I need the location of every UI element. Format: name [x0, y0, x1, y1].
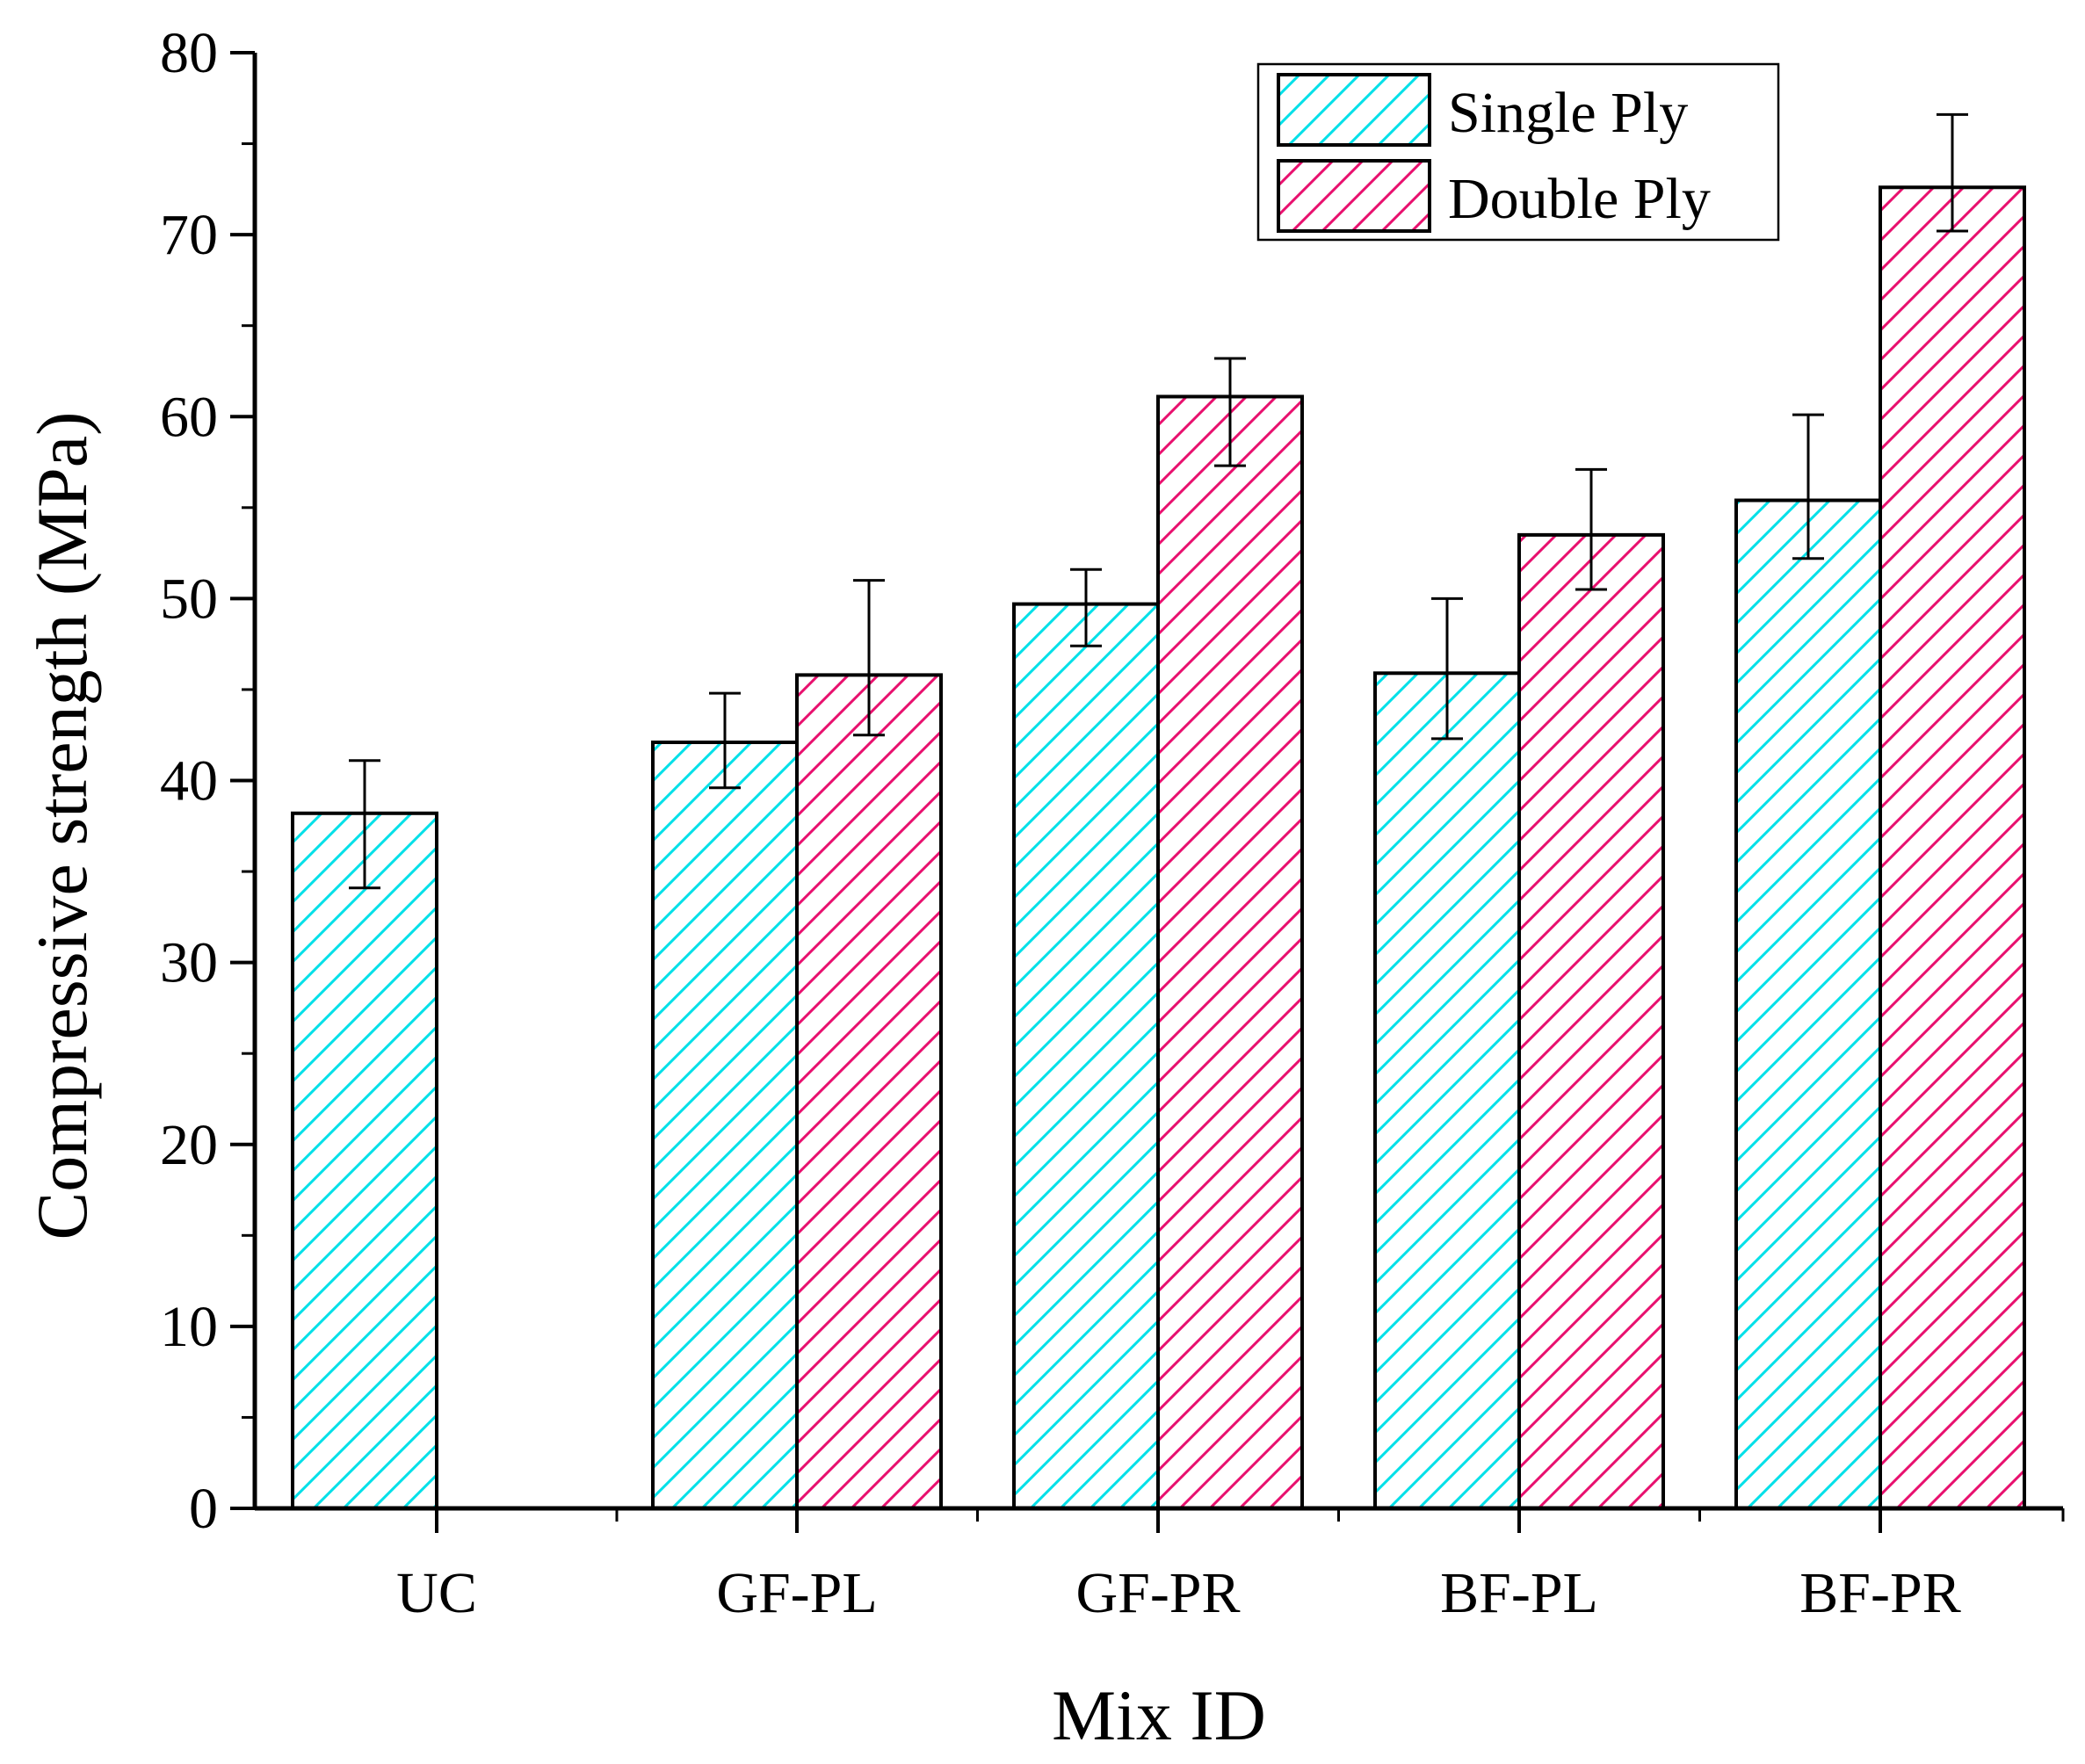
bar-single-ply-gf-pr — [1012, 602, 1160, 1510]
y-tick-label-60: 60 — [160, 385, 218, 449]
bars-layer — [291, 185, 2026, 1511]
bar-double-ply-bf-pl — [1517, 532, 1665, 1510]
legend-swatch-single-ply — [1277, 73, 1431, 147]
y-tick-label-70: 70 — [160, 203, 218, 267]
bar-single-ply-uc — [291, 811, 438, 1510]
legend-swatch-double-ply — [1277, 159, 1431, 233]
x-ticks-layer: UC GF-PL GF-PR BF-PL BF-PR — [396, 1508, 2065, 1625]
legend: Single Ply Double Ply — [1256, 62, 1780, 242]
error-bar-double-ply-bf-pl — [1575, 467, 1607, 591]
error-bar-double-ply-bf-pr — [1937, 112, 1968, 233]
error-bar-single-ply-bf-pr — [1792, 413, 1824, 560]
x-tick-label-bf-pr: BF-PR — [1799, 1561, 1960, 1625]
y-tick-label-40: 40 — [160, 749, 218, 813]
bar-single-ply-bf-pl — [1373, 671, 1521, 1510]
legend-label-double-ply: Double Ply — [1448, 167, 1711, 231]
bar-double-ply-gf-pr — [1156, 394, 1304, 1510]
y-ticks-layer: 0 10 20 30 40 50 60 70 80 — [160, 21, 255, 1541]
bar-single-ply-gf-pl — [651, 741, 799, 1510]
x-axis-title: Mix ID — [1052, 1675, 1266, 1755]
y-tick-label-10: 10 — [160, 1295, 218, 1359]
y-tick-label-30: 30 — [160, 931, 218, 995]
x-tick-label-uc: UC — [396, 1561, 477, 1625]
error-bar-single-ply-gf-pl — [709, 691, 741, 790]
error-bar-double-ply-gf-pl — [853, 579, 885, 737]
x-tick-label-bf-pl: BF-PL — [1440, 1561, 1598, 1625]
y-tick-label-50: 50 — [160, 567, 218, 631]
error-bar-single-ply-uc — [349, 759, 380, 890]
y-tick-label-0: 0 — [189, 1477, 218, 1541]
error-bar-double-ply-gf-pr — [1214, 357, 1246, 467]
y-tick-label-20: 20 — [160, 1113, 218, 1177]
x-tick-label-gf-pr: GF-PR — [1075, 1561, 1240, 1625]
error-bar-single-ply-gf-pr — [1070, 568, 1102, 647]
legend-label-single-ply: Single Ply — [1448, 81, 1688, 145]
bar-double-ply-bf-pr — [1879, 185, 2026, 1511]
error-bar-single-ply-bf-pl — [1431, 596, 1463, 741]
x-tick-label-gf-pl: GF-PL — [716, 1561, 877, 1625]
bar-double-ply-gf-pl — [795, 673, 943, 1510]
y-axis-title: Compressive strength (MPa) — [22, 412, 102, 1240]
error-bars-layer — [349, 112, 1968, 890]
bar-single-ply-bf-pr — [1734, 498, 1882, 1511]
y-tick-label-80: 80 — [160, 21, 218, 85]
